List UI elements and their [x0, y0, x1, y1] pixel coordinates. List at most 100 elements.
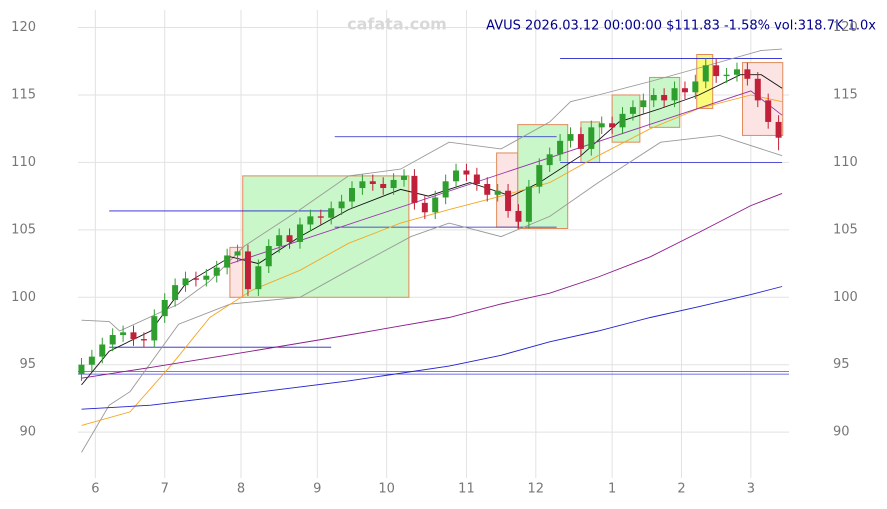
indicator-line: [81, 134, 783, 453]
candle-body: [588, 127, 595, 149]
x-tick-label: 7: [161, 482, 169, 497]
candle-body: [244, 251, 251, 290]
y-tick-label-right: 105: [833, 222, 858, 237]
zone: [242, 175, 410, 298]
candle-body: [192, 278, 199, 280]
candle-body: [609, 123, 616, 128]
candle-body: [380, 183, 387, 189]
watermark: cafata.com: [347, 15, 447, 34]
candle-body: [317, 216, 324, 218]
candle-body: [234, 251, 241, 256]
candle-body: [172, 285, 179, 300]
candle-body: [640, 100, 647, 108]
candle-body: [484, 183, 491, 195]
x-tick-label: 8: [237, 482, 245, 497]
candle-body: [411, 175, 418, 203]
x-tick-label: 1: [608, 482, 616, 497]
candle-body: [286, 235, 293, 242]
candle-body: [328, 208, 335, 218]
x-tick-label: 11: [458, 482, 475, 497]
candle-body: [161, 299, 168, 317]
candle-body: [401, 175, 408, 180]
indicator-line: [81, 192, 783, 379]
candle-body: [276, 235, 283, 247]
x-tick-label: 9: [313, 482, 321, 497]
candle-body: [224, 255, 231, 268]
y-tick-label: 105: [11, 222, 36, 237]
candle-body: [307, 216, 314, 225]
candle-body: [120, 332, 127, 336]
candle-body: [494, 190, 501, 195]
candle-body: [619, 113, 626, 128]
candle-body: [505, 190, 512, 211]
y-tick-label: 120: [11, 20, 36, 35]
y-tick-label-right: 115: [833, 87, 858, 102]
candle-body: [348, 188, 355, 202]
candle-body: [203, 275, 210, 280]
candle-body: [525, 186, 532, 222]
candle-body: [557, 140, 564, 155]
y-tick-label-right: 90: [833, 425, 850, 440]
indicator-line: [81, 48, 783, 332]
y-tick-label-right: 95: [833, 357, 850, 372]
candle-body: [369, 181, 376, 184]
indicator-line: [81, 94, 783, 426]
candle-body: [754, 78, 761, 101]
candle-body: [650, 94, 657, 101]
candle-body: [744, 69, 751, 79]
y-tick-label: 100: [11, 290, 36, 305]
candle-body: [338, 201, 345, 209]
y-tick-label: 95: [19, 357, 36, 372]
candle-body: [692, 81, 699, 93]
candle-body: [130, 332, 137, 340]
candle-body: [546, 154, 553, 166]
candle-body: [213, 267, 220, 276]
candle-body: [109, 335, 116, 345]
candle-body: [265, 246, 272, 267]
candle-body: [681, 88, 688, 93]
candle-body: [723, 74, 730, 77]
candle-body: [713, 65, 720, 77]
candle-body: [536, 165, 543, 187]
candle-body: [453, 170, 460, 182]
x-tick-label: 2: [677, 482, 685, 497]
candle-body: [629, 107, 636, 114]
candle-body: [140, 339, 147, 341]
candle-body: [151, 316, 158, 341]
y-tick-label-right: 100: [833, 290, 858, 305]
candle-body: [702, 65, 709, 82]
y-tick-label: 115: [11, 87, 36, 102]
candle-body: [765, 100, 772, 122]
candle-body: [359, 181, 366, 189]
candle-body: [463, 170, 470, 175]
zone: [496, 152, 519, 228]
candle-body: [296, 224, 303, 242]
candle-body: [473, 174, 480, 184]
candle-body: [775, 121, 782, 138]
y-tick-label: 110: [11, 155, 36, 170]
candle-body: [88, 356, 95, 365]
candle-body: [255, 266, 262, 290]
chart-title: AVUS 2026.03.12 00:00:00 $111.83 -1.58% …: [486, 19, 876, 34]
y-tick-label-right: 120: [833, 20, 858, 35]
candle-body: [99, 344, 106, 357]
candle-body: [182, 278, 189, 286]
candle-body: [442, 181, 449, 198]
candle-body: [598, 123, 605, 128]
y-tick-label: 90: [19, 425, 36, 440]
candle-body: [577, 134, 584, 149]
candle-body: [733, 69, 740, 75]
candle-body: [671, 88, 678, 101]
candle-body: [78, 364, 85, 375]
x-tick-label: 12: [528, 482, 545, 497]
indicator-line: [230, 90, 783, 265]
candle-body: [421, 202, 428, 213]
y-tick-label-right: 110: [833, 155, 858, 170]
candle-body: [432, 197, 439, 213]
candle-body: [390, 179, 397, 189]
indicator-line: [81, 286, 783, 410]
candle-body: [515, 210, 522, 222]
x-tick-label: 3: [747, 482, 755, 497]
x-tick-label: 6: [91, 482, 99, 497]
